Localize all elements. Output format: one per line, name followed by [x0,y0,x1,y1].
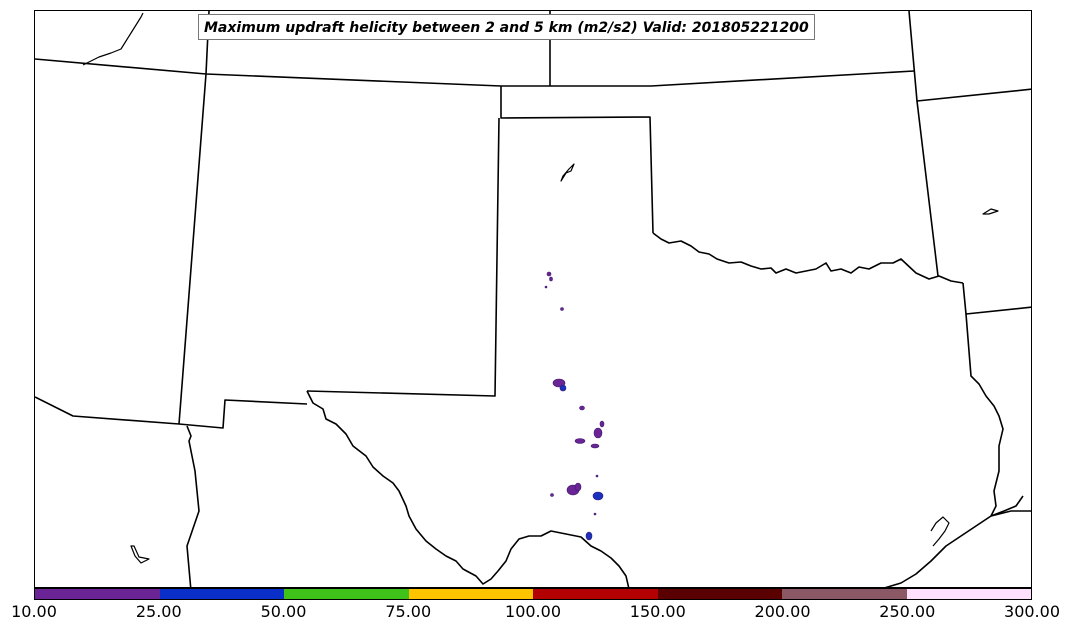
colorbar-label: 25.00 [135,602,182,621]
colorbar-label: 150.00 [629,602,686,621]
helicity-blob [599,420,605,428]
helicity-blob [560,307,564,311]
lake-north [560,163,575,182]
lake-ar [982,208,999,215]
colorbar-segment-6 [782,589,907,599]
gulf-coast [884,510,1031,587]
state-boundary-ok-ar [916,100,939,277]
helicity-blob [590,443,600,449]
colorbar-label: 100.00 [505,602,561,621]
colorbar-segment-2 [284,589,409,599]
state-boundary-nm-south [178,399,308,429]
colorbar-label: 75.00 [385,602,432,621]
colorbar-label: 300.00 [1004,602,1060,621]
helicity-blob [559,384,567,392]
red-river [652,232,964,284]
helicity-blob [574,438,586,444]
state-boundary-north [35,58,915,87]
colorbar-segment-7 [906,589,1031,599]
map-canvas [35,11,1031,587]
helicity-blob [592,491,604,501]
colorbar [34,588,1032,600]
colorbar-label: 50.00 [260,602,307,621]
state-boundary-ok-north [500,86,654,234]
galveston-bay [930,516,950,547]
helicity-blob [546,271,552,277]
colorbar-segment-3 [408,589,533,599]
state-boundary-tx-la [965,313,1004,517]
colorbar-label: 10.00 [11,602,57,621]
helicity-blob [574,482,582,492]
helicity-blobs [544,271,605,541]
map-title: Maximum updraft helicity between 2 and 5… [198,14,815,40]
helicity-blob [549,276,553,282]
state-boundary-mexico-west [186,425,200,587]
helicity-blob [593,427,603,439]
colorbar-label: 250.00 [879,602,936,621]
colorbar-segment-4 [533,589,658,599]
helicity-blob [593,512,597,516]
colorbar-segment-0 [35,589,160,599]
state-boundary-az [35,396,180,425]
louisiana-coast [990,495,1024,517]
helicity-blob [585,531,593,541]
state-boundary-tx-panhandle [306,117,500,397]
colorbar-label: 200.00 [754,602,811,621]
state-boundary-ar-la [962,282,1031,315]
colorbar-segment-1 [159,589,284,599]
texas-southern-border [306,390,630,587]
great-salt-lake [82,12,144,66]
helicity-blob [595,474,599,478]
map-frame [34,10,1032,588]
lake-mexico [130,545,150,564]
helicity-blob [544,285,548,289]
helicity-blob [579,405,585,411]
colorbar-segment-5 [657,589,782,599]
state-boundary-mo-ar [908,11,1031,102]
helicity-blob [550,493,554,497]
